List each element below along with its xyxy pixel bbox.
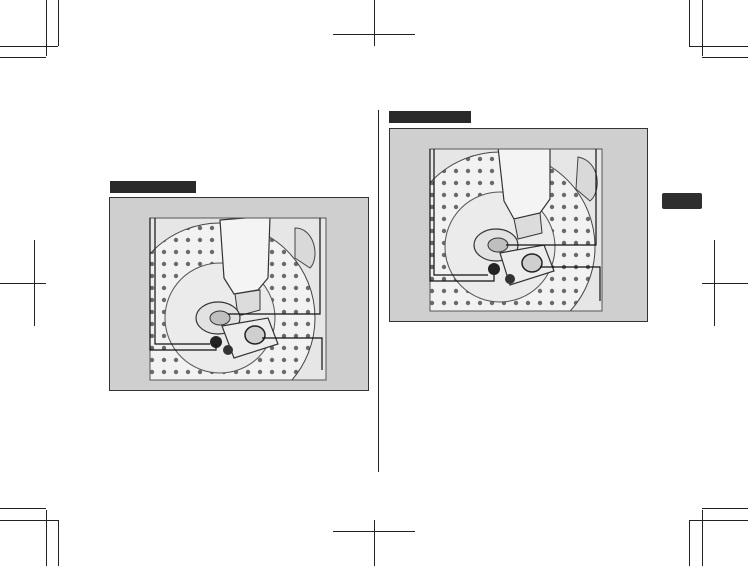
front-axle-illustration	[149, 217, 327, 381]
crop-mark	[374, 0, 375, 46]
crop-mark	[0, 508, 46, 509]
crop-mark	[702, 0, 703, 56]
crop-mark	[0, 46, 58, 47]
crop-mark	[0, 283, 46, 284]
crop-mark	[46, 0, 47, 56]
crop-mark	[702, 510, 703, 566]
figure-right	[389, 128, 648, 322]
figure-left	[109, 197, 369, 391]
front-axle-illustration	[429, 148, 603, 312]
crop-mark	[333, 34, 415, 35]
crop-mark	[58, 520, 59, 566]
crop-mark	[0, 57, 46, 58]
figure-label-bar	[389, 111, 471, 123]
crop-mark	[702, 283, 748, 284]
crop-mark	[689, 520, 690, 566]
section-tab	[662, 193, 702, 209]
crop-mark	[702, 57, 748, 58]
crop-mark	[46, 510, 47, 566]
figure-label-bar	[110, 181, 196, 193]
crop-mark	[689, 46, 748, 47]
crop-mark	[689, 0, 690, 46]
crop-mark	[333, 531, 415, 532]
crop-mark	[0, 520, 58, 521]
column-divider	[378, 110, 379, 472]
crop-mark	[58, 0, 59, 46]
crop-mark	[374, 520, 375, 566]
crop-mark	[689, 520, 748, 521]
crop-mark	[702, 508, 748, 509]
